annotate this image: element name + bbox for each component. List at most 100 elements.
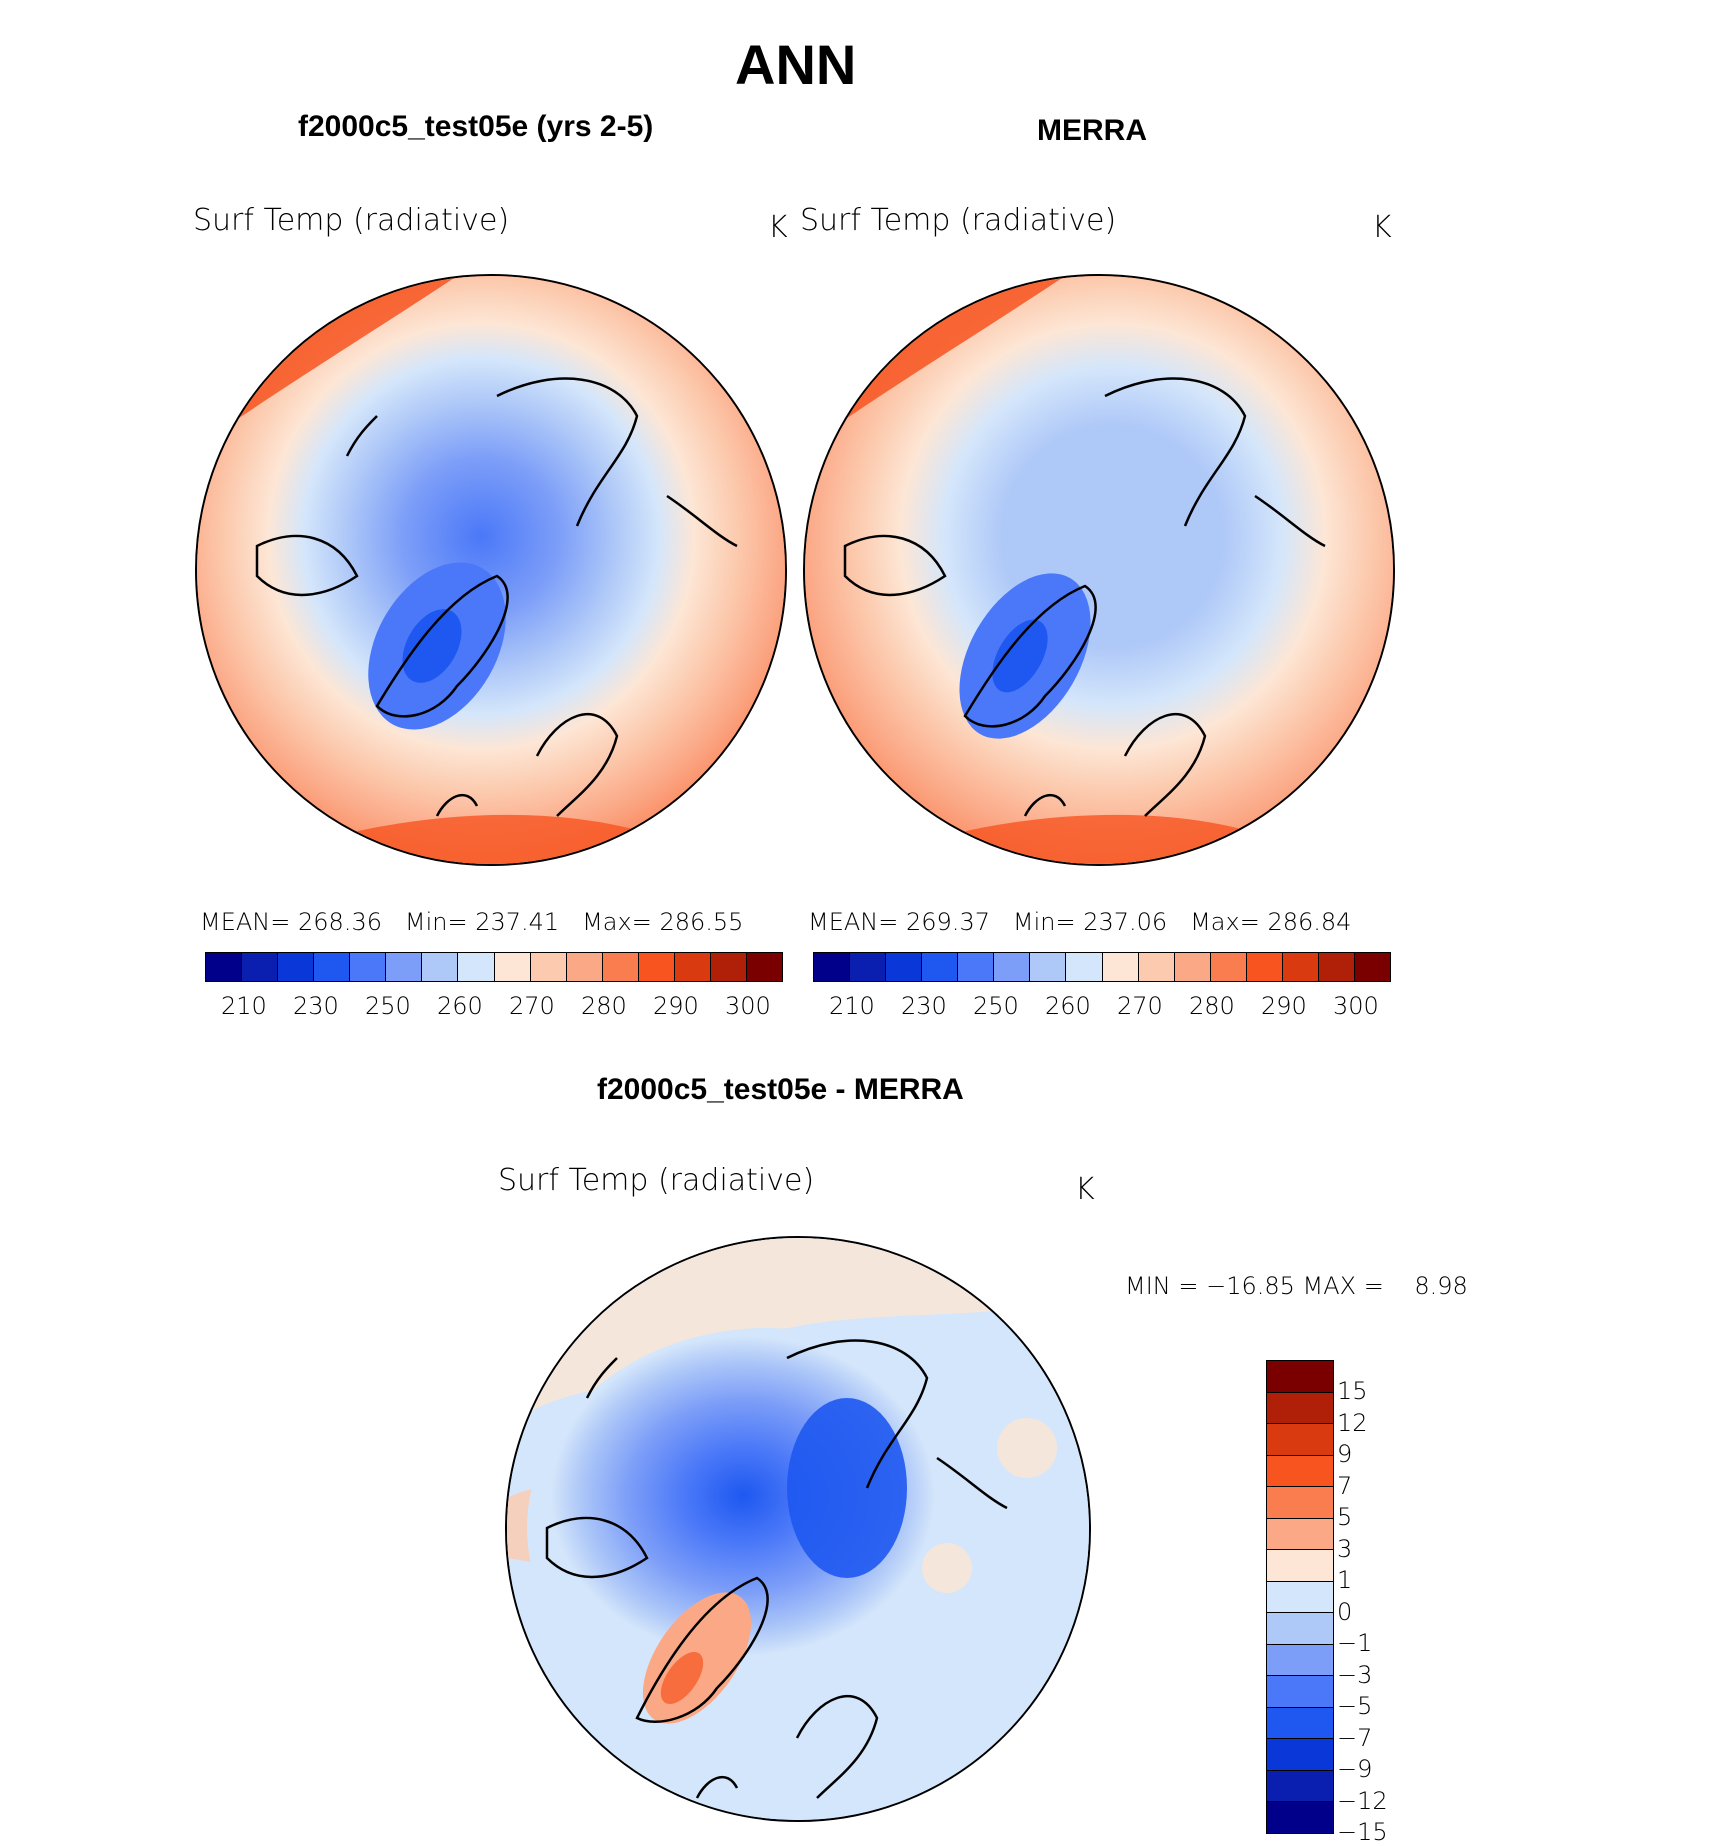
obs-colorbar-swatch — [886, 953, 923, 981]
diff-colorbar-swatch — [1267, 1392, 1333, 1425]
diff-colorbar-tick-label: 5 — [1337, 1503, 1353, 1532]
model-units-label: K — [768, 210, 788, 245]
diff-units-label: K — [1075, 1172, 1095, 1207]
model-colorbar-swatch — [458, 953, 495, 981]
model-colorbar-tick-label: 250 — [365, 992, 411, 1020]
model-variable-label: Surf Temp (radiative) — [193, 203, 510, 238]
obs-variable-label: Surf Temp (radiative) — [800, 203, 1117, 238]
diff-colorbar-tick-label: −3 — [1337, 1660, 1373, 1689]
diff-minmax-label: MIN = −16.85 MAX = 8.98 — [1125, 1272, 1468, 1300]
diff-colorbar-tick-label: −1 — [1337, 1629, 1373, 1658]
obs-colorbar-swatch — [994, 953, 1031, 981]
model-min-label: Min= — [404, 908, 468, 936]
model-colorbar-swatch — [530, 953, 567, 981]
obs-colorbar-swatch — [1030, 953, 1067, 981]
obs-colorbar-tick-label: 230 — [901, 992, 947, 1020]
diff-colorbar-swatch — [1267, 1424, 1333, 1456]
obs-colorbar-swatch — [922, 953, 959, 981]
obs-polar-map — [803, 274, 1395, 866]
obs-colorbar-tick-label: 260 — [1045, 992, 1091, 1020]
obs-colorbar-tick-label: 250 — [973, 992, 1019, 1020]
obs-colorbar-swatch — [1318, 953, 1355, 981]
obs-max-label: Max= — [1190, 908, 1260, 936]
obs-min-label: Min= — [1012, 908, 1076, 936]
obs-colorbar — [813, 952, 1391, 982]
model-colorbar-swatch — [746, 953, 782, 981]
model-min-value: 237.41 — [475, 908, 560, 936]
obs-colorbar-swatch — [1138, 953, 1175, 981]
obs-colorbar-tick-label: 290 — [1261, 992, 1307, 1020]
diff-colorbar-swatch — [1267, 1613, 1333, 1645]
obs-colorbar-swatch — [850, 953, 887, 981]
obs-colorbar-swatch — [1174, 953, 1211, 981]
obs-colorbar-swatch — [814, 953, 851, 981]
obs-max-value: 286.84 — [1267, 908, 1352, 936]
obs-colorbar-swatch — [1246, 953, 1283, 981]
diff-colorbar-tick-label: −5 — [1337, 1692, 1373, 1721]
obs-units-label: K — [1372, 210, 1392, 245]
obs-colorbar-swatch — [1354, 953, 1390, 981]
obs-coastlines — [843, 377, 1326, 817]
diff-colorbar — [1266, 1360, 1334, 1834]
diff-colorbar-tick-label: 15 — [1337, 1377, 1368, 1406]
model-max-label: Max= — [582, 908, 652, 936]
diff-colorbar-tick-label: −12 — [1337, 1786, 1388, 1815]
diff-colorbar-swatch — [1267, 1644, 1333, 1677]
diff-colorbar-swatch — [1267, 1550, 1333, 1582]
model-colorbar-tick-label: 260 — [437, 992, 483, 1020]
model-colorbar-swatch — [638, 953, 675, 981]
diff-variable-label: Surf Temp (radiative) — [498, 1163, 815, 1198]
obs-colorbar-tick-label: 210 — [829, 992, 875, 1020]
model-stats-line: MEAN= 268.36 Min= 237.41 Max= 286.55 — [200, 908, 743, 936]
diff-colorbar-swatch — [1267, 1676, 1333, 1708]
model-colorbar-swatch — [494, 953, 531, 981]
diff-colorbar-swatch — [1267, 1739, 1333, 1771]
model-temperature-field — [197, 276, 785, 864]
diff-coastlines — [545, 1339, 1008, 1799]
model-panel-heading: f2000c5_test05e (yrs 2-5) — [298, 110, 654, 143]
obs-colorbar-swatch — [958, 953, 995, 981]
obs-colorbar-tick-label: 270 — [1117, 992, 1163, 1020]
model-colorbar-tick-label: 270 — [509, 992, 555, 1020]
model-colorbar-swatch — [242, 953, 279, 981]
diff-colorbar-tick-label: 0 — [1337, 1597, 1353, 1626]
model-colorbar-swatch — [710, 953, 747, 981]
diff-temperature-field — [507, 1238, 1089, 1820]
model-colorbar-tick-label: 290 — [653, 992, 699, 1020]
model-colorbar-swatch — [206, 953, 243, 981]
obs-panel-heading: MERRA — [1037, 114, 1147, 147]
obs-colorbar-swatch — [1282, 953, 1319, 981]
diff-colorbar-swatch — [1267, 1518, 1333, 1551]
diff-colorbar-swatch — [1267, 1487, 1333, 1519]
obs-colorbar-swatch — [1102, 953, 1139, 981]
diff-colorbar-swatch — [1267, 1770, 1333, 1803]
diff-colorbar-swatch — [1267, 1455, 1333, 1488]
model-colorbar-swatch — [674, 953, 711, 981]
model-colorbar — [205, 952, 783, 982]
model-mean-label: MEAN= — [200, 908, 291, 936]
model-colorbar-swatch — [278, 953, 315, 981]
obs-colorbar-tick-label: 300 — [1333, 992, 1379, 1020]
model-colorbar-swatch — [386, 953, 423, 981]
diff-colorbar-swatch — [1267, 1581, 1333, 1614]
model-colorbar-tick-label: 230 — [293, 992, 339, 1020]
model-polar-map — [195, 274, 787, 866]
model-colorbar-swatch — [566, 953, 603, 981]
model-colorbar-tick-label: 280 — [581, 992, 627, 1020]
model-mean-value: 268.36 — [298, 908, 382, 936]
obs-min-value: 237.06 — [1083, 908, 1168, 936]
model-max-value: 286.55 — [659, 908, 744, 936]
model-coastlines — [255, 377, 738, 817]
diff-colorbar-tick-label: −7 — [1337, 1723, 1373, 1752]
obs-temperature-field — [805, 276, 1393, 864]
model-colorbar-swatch — [314, 953, 351, 981]
model-colorbar-tick-label: 210 — [221, 992, 267, 1020]
diff-colorbar-tick-label: −15 — [1337, 1818, 1388, 1846]
obs-colorbar-tick-label: 280 — [1189, 992, 1235, 1020]
diff-colorbar-tick-label: 3 — [1337, 1534, 1353, 1563]
model-colorbar-swatch — [350, 953, 387, 981]
model-colorbar-swatch — [422, 953, 459, 981]
main-title: ANN — [735, 33, 857, 96]
diff-colorbar-tick-label: 9 — [1337, 1440, 1353, 1469]
diff-colorbar-tick-label: 12 — [1337, 1408, 1368, 1437]
